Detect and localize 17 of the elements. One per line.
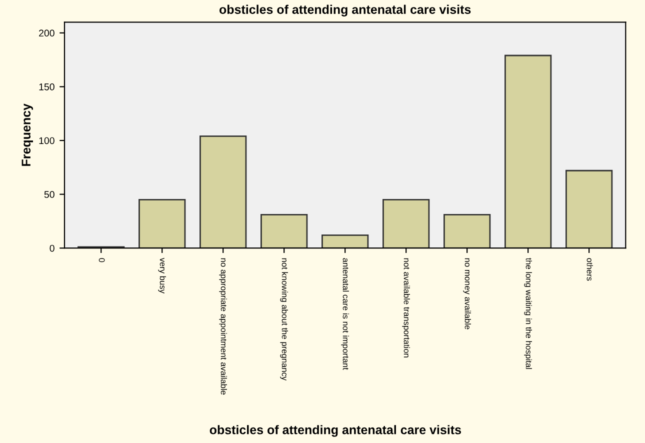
chart-title: obsticles of attending antenatal care visits (220, 4, 471, 16)
x-tick-label: no money available (463, 258, 471, 330)
x-tick-label: antenatal care is not important (341, 258, 349, 370)
x-tick-label: not available transportation (402, 258, 410, 358)
y-tick-label: 200 (39, 30, 54, 37)
x-axis-title: obsticles of attending antenatal care visits (210, 425, 461, 437)
x-tick-label: not knowing about the pregnancy (280, 258, 288, 381)
x-tick-label: no appropriate appointment available (219, 258, 227, 395)
x-tick-label: 0 (98, 258, 105, 262)
y-tick-label: 100 (39, 137, 54, 144)
y-tick-label: 0 (50, 244, 54, 252)
y-axis-title: Frequency (22, 104, 34, 166)
y-tick-label: 50 (44, 191, 54, 198)
x-tick-label: very busy (158, 258, 166, 294)
y-tick-label: 150 (39, 83, 54, 90)
x-tick-label: the long waiting in the hospital (524, 258, 532, 369)
x-tick-label: others (586, 258, 593, 281)
